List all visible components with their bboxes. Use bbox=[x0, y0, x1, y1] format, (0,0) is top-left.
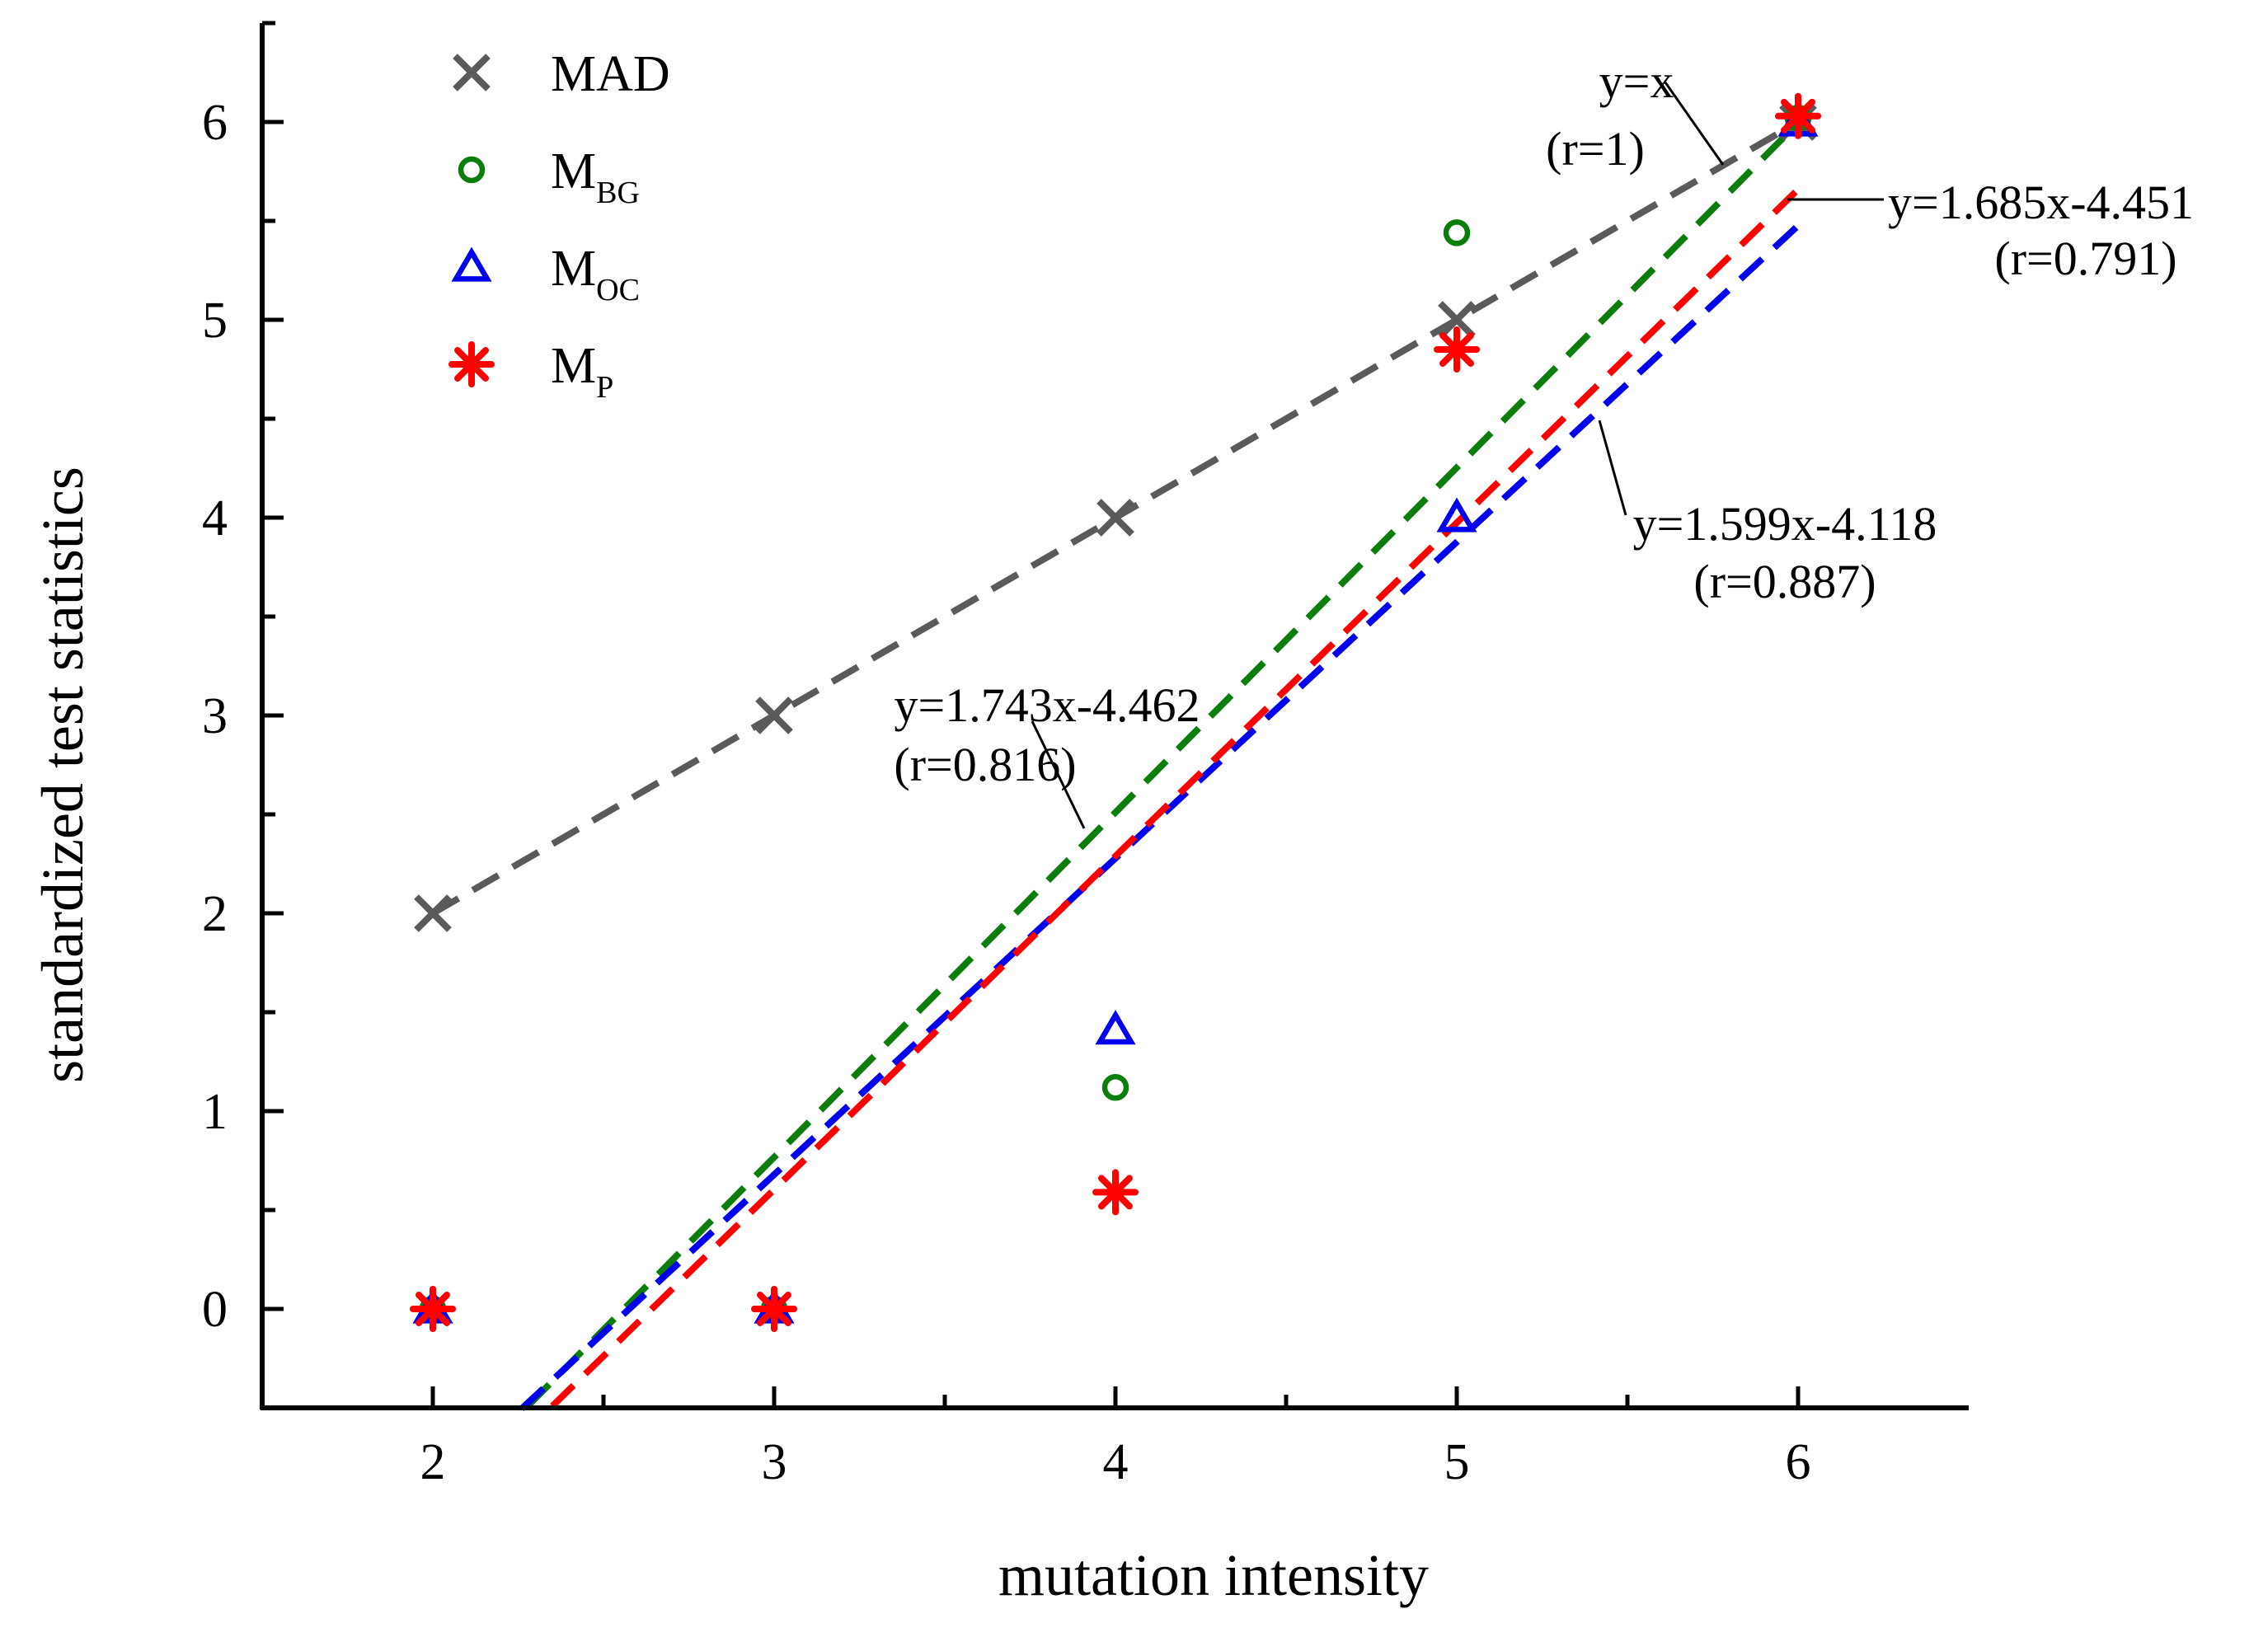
marker-mad-2 bbox=[1096, 499, 1134, 537]
legend-label-mbg: MBG bbox=[551, 143, 640, 210]
legend-item-mbg: MBG bbox=[458, 143, 640, 210]
annotations: y=x (r=1) y=1.685x-4.451(r=0.791) y=1.599x-… bbox=[894, 54, 2194, 829]
legend-marker-mad bbox=[453, 54, 491, 91]
annotation-0: y=x (r=1) bbox=[1546, 54, 1725, 176]
y-tick-label: 1 bbox=[202, 1084, 228, 1140]
marker-mp-4 bbox=[1775, 92, 1821, 139]
marker-mad-1 bbox=[755, 697, 793, 734]
marker-mp-1 bbox=[751, 1286, 797, 1332]
annotation-leader-3 bbox=[1031, 720, 1086, 829]
annotation-1: y=1.685x-4.451(r=0.791) bbox=[1787, 176, 2194, 285]
data-markers bbox=[410, 92, 1821, 1332]
y-tick-label: 5 bbox=[202, 293, 228, 349]
legend: MAD MBG MOC MP bbox=[448, 46, 670, 405]
annotation-text-1-1: (r=0.791) bbox=[1994, 232, 2176, 285]
annotation-text-3-1: (r=0.816) bbox=[894, 738, 1076, 791]
annotation-text-1-0: y=1.685x-4.451 bbox=[1888, 176, 2194, 229]
annotation-text-2-1: (r=0.887) bbox=[1693, 555, 1876, 608]
marker-moc-2 bbox=[1095, 1010, 1136, 1045]
legend-item-mp: MP bbox=[448, 338, 613, 405]
x-tick-label: 6 bbox=[1786, 1434, 1811, 1490]
legend-label-moc: MOC bbox=[551, 241, 640, 307]
legend-item-mad: MAD bbox=[453, 46, 670, 102]
legend-label-mad: MAD bbox=[551, 46, 670, 102]
fit-line-mbg bbox=[526, 120, 1801, 1408]
legend-marker-mp bbox=[448, 341, 495, 387]
fit-lines bbox=[430, 119, 1801, 1411]
y-axis-title: standardized test statistics bbox=[30, 467, 96, 1083]
legend-marker-mbg bbox=[458, 156, 486, 184]
legend-label-mp: MP bbox=[551, 338, 613, 405]
annotation-text-0-0: y=x bbox=[1599, 54, 1674, 108]
annotation-leader-2 bbox=[1598, 420, 1627, 516]
x-tick-label: 5 bbox=[1444, 1434, 1470, 1490]
marker-mad-3 bbox=[1438, 301, 1476, 339]
fit-line-mp bbox=[550, 186, 1801, 1409]
marker-moc-3 bbox=[1436, 497, 1477, 532]
legend-marker-moc bbox=[451, 246, 492, 282]
y-tick-label: 0 bbox=[202, 1282, 228, 1338]
annotation-text-2-0: y=1.599x-4.118 bbox=[1633, 497, 1937, 551]
marker-mbg-3 bbox=[1443, 219, 1471, 246]
legend-item-moc: MOC bbox=[451, 241, 640, 307]
annotation-3: y=1.743x-4.462 (r=0.816) bbox=[894, 678, 1200, 829]
fit-line-moc bbox=[519, 223, 1801, 1411]
y-tick-label: 4 bbox=[202, 490, 228, 546]
annotation-2: y=1.599x-4.118(r=0.887) bbox=[1598, 420, 1937, 608]
y-tick-label: 6 bbox=[202, 95, 228, 151]
annotation-text-3-0: y=1.743x-4.462 bbox=[894, 678, 1200, 732]
x-tick-label: 3 bbox=[762, 1434, 787, 1490]
x-tick-label: 2 bbox=[420, 1434, 446, 1490]
marker-mp-3 bbox=[1434, 326, 1480, 373]
marker-mp-2 bbox=[1092, 1169, 1139, 1216]
annotation-text-0-1: (r=1) bbox=[1546, 122, 1645, 176]
marker-mbg-2 bbox=[1101, 1073, 1129, 1101]
x-axis-title: mutation intensity bbox=[998, 1542, 1429, 1608]
annotation-leader-0 bbox=[1664, 82, 1725, 166]
y-tick-label: 3 bbox=[202, 688, 228, 744]
marker-mad-0 bbox=[414, 894, 452, 932]
y-tick-label: 2 bbox=[202, 886, 228, 942]
x-tick-label: 4 bbox=[1103, 1434, 1129, 1490]
marker-mp-0 bbox=[410, 1286, 456, 1332]
axes: 2 3 4 5 6 0 1 2 3 4 5 6 bbox=[202, 21, 1969, 1490]
